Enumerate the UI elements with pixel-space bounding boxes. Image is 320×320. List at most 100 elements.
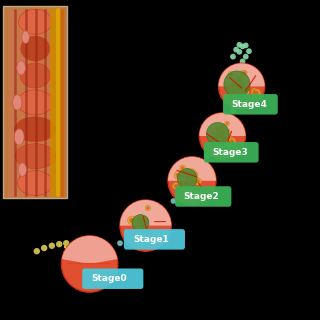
Circle shape [199, 113, 245, 159]
Circle shape [129, 218, 134, 223]
Circle shape [217, 133, 223, 140]
Circle shape [209, 149, 215, 155]
Circle shape [236, 49, 242, 55]
Circle shape [219, 63, 265, 109]
Ellipse shape [17, 90, 53, 115]
Circle shape [49, 243, 55, 249]
Ellipse shape [21, 36, 50, 61]
Circle shape [213, 145, 219, 151]
Circle shape [238, 78, 241, 82]
Circle shape [227, 139, 235, 147]
Circle shape [216, 134, 219, 138]
Circle shape [126, 235, 132, 240]
Circle shape [190, 171, 198, 179]
Circle shape [189, 179, 194, 184]
Ellipse shape [15, 144, 55, 169]
Circle shape [224, 71, 250, 97]
Circle shape [254, 91, 259, 95]
Circle shape [215, 137, 218, 140]
Wedge shape [168, 157, 216, 181]
Circle shape [153, 231, 157, 236]
FancyBboxPatch shape [204, 142, 259, 163]
Ellipse shape [15, 117, 56, 142]
Circle shape [215, 126, 221, 133]
Circle shape [228, 71, 234, 77]
Circle shape [236, 84, 241, 88]
Circle shape [221, 133, 224, 136]
Circle shape [168, 157, 216, 205]
Circle shape [135, 229, 140, 235]
FancyBboxPatch shape [3, 6, 67, 198]
Circle shape [216, 128, 220, 132]
Circle shape [242, 72, 244, 75]
Circle shape [242, 70, 247, 75]
Circle shape [41, 245, 47, 251]
Ellipse shape [22, 31, 29, 43]
Circle shape [240, 44, 245, 49]
Circle shape [237, 90, 241, 93]
Circle shape [222, 145, 226, 149]
Circle shape [189, 179, 196, 186]
Circle shape [153, 230, 160, 237]
Circle shape [244, 71, 246, 74]
Circle shape [63, 240, 69, 246]
Circle shape [226, 130, 229, 133]
Circle shape [236, 42, 242, 48]
Circle shape [239, 88, 242, 91]
Circle shape [154, 232, 158, 236]
Circle shape [177, 169, 197, 188]
Circle shape [145, 205, 151, 211]
Circle shape [191, 180, 195, 184]
Text: Stage1: Stage1 [133, 235, 169, 244]
Text: Stage0: Stage0 [92, 274, 127, 283]
Circle shape [190, 180, 193, 183]
Circle shape [218, 129, 225, 136]
Circle shape [171, 198, 176, 204]
Ellipse shape [20, 63, 50, 88]
Circle shape [234, 104, 240, 109]
Circle shape [225, 121, 229, 126]
Circle shape [140, 224, 144, 229]
Circle shape [243, 43, 249, 48]
Circle shape [235, 87, 240, 92]
Circle shape [181, 166, 184, 169]
Circle shape [185, 175, 190, 180]
Circle shape [229, 141, 233, 145]
Circle shape [240, 84, 244, 87]
Circle shape [226, 134, 232, 140]
Circle shape [243, 54, 249, 60]
Ellipse shape [18, 163, 27, 176]
Circle shape [147, 206, 149, 210]
Ellipse shape [19, 9, 52, 34]
Circle shape [230, 54, 236, 60]
Circle shape [220, 132, 226, 138]
Circle shape [236, 89, 242, 94]
Circle shape [174, 172, 182, 179]
Circle shape [176, 173, 180, 177]
Circle shape [177, 193, 183, 199]
FancyBboxPatch shape [175, 186, 231, 207]
Circle shape [240, 70, 246, 76]
Circle shape [244, 87, 249, 92]
Circle shape [142, 219, 147, 224]
Circle shape [136, 215, 145, 224]
Circle shape [140, 216, 148, 224]
Circle shape [236, 88, 239, 91]
Text: Stage4: Stage4 [232, 100, 268, 109]
Circle shape [246, 48, 252, 54]
FancyBboxPatch shape [223, 94, 278, 115]
Circle shape [137, 239, 145, 246]
Circle shape [139, 240, 143, 244]
Circle shape [127, 216, 136, 225]
Circle shape [253, 91, 256, 95]
Circle shape [234, 82, 242, 90]
Circle shape [194, 178, 201, 185]
Circle shape [120, 200, 171, 251]
Circle shape [238, 87, 244, 92]
Wedge shape [199, 113, 245, 136]
Circle shape [34, 248, 40, 254]
Circle shape [196, 179, 200, 183]
Circle shape [228, 138, 236, 145]
Circle shape [144, 224, 149, 229]
Circle shape [180, 165, 185, 171]
